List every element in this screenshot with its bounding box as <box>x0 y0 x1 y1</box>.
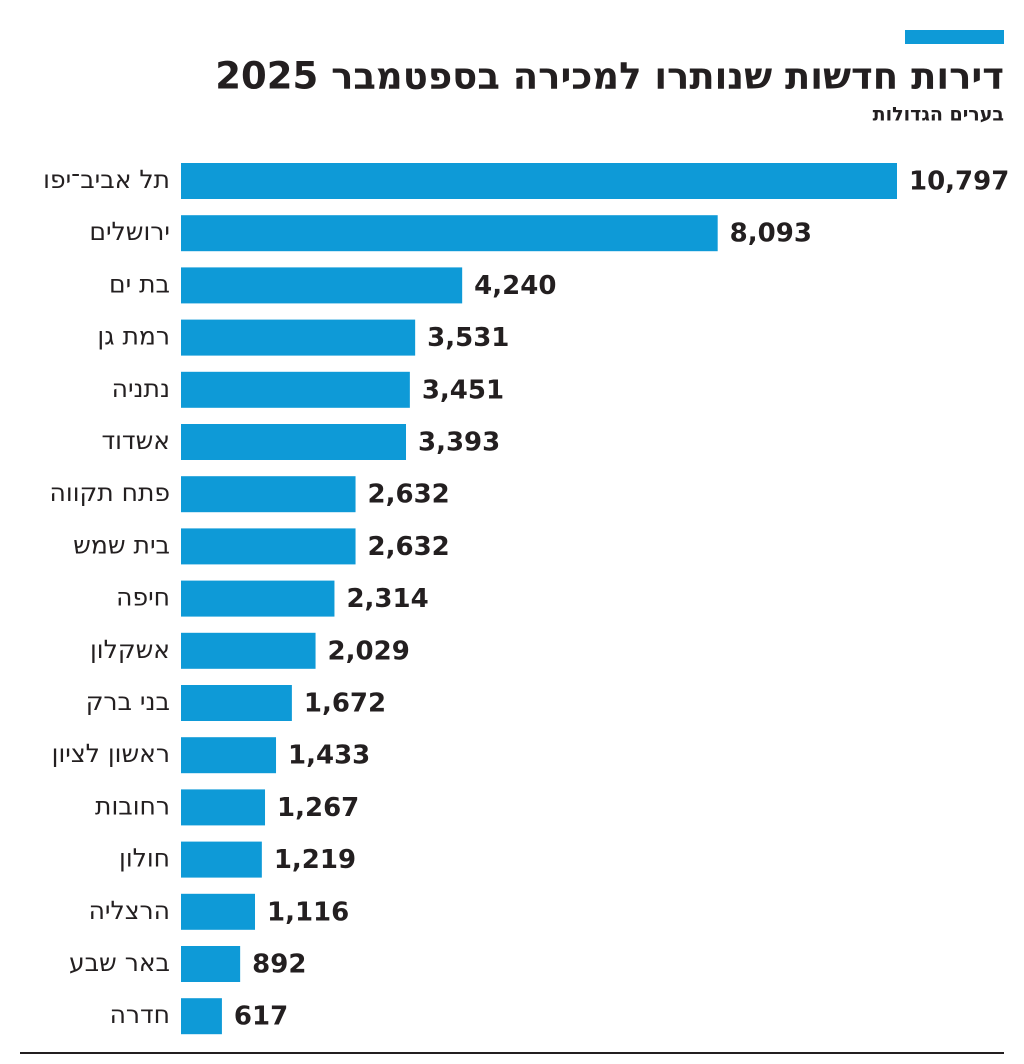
bar <box>181 267 463 304</box>
value-label: 2,314 <box>346 584 428 614</box>
value-label: 3,531 <box>427 323 509 353</box>
bar <box>181 424 407 460</box>
value-label: 1,219 <box>274 845 356 875</box>
bar <box>181 946 241 982</box>
bar <box>181 998 222 1035</box>
bar <box>181 319 416 356</box>
value-label: 4,240 <box>474 271 556 301</box>
category-label: אשקלון <box>90 635 170 664</box>
category-label: חיפה <box>116 583 170 612</box>
value-label: 10,797 <box>909 167 1009 197</box>
category-label: בת ים <box>109 269 170 298</box>
category-label: בית שמש <box>73 530 170 559</box>
category-label: חדרה <box>110 1000 170 1029</box>
bar <box>181 580 335 617</box>
bar <box>181 528 356 565</box>
value-label: 3,393 <box>418 428 500 458</box>
value-label: 2,029 <box>328 636 410 666</box>
category-label: רמת גן <box>97 322 170 351</box>
chart-subtitle: בערים הגדולות <box>873 104 1004 126</box>
value-label: 892 <box>252 950 306 980</box>
bar <box>181 893 256 930</box>
value-label: 1,672 <box>304 689 386 719</box>
category-label: נתניה <box>112 374 170 403</box>
bar <box>181 632 316 669</box>
bar <box>181 685 292 721</box>
bar <box>181 371 410 408</box>
category-label: רחובות <box>95 791 170 820</box>
value-label: 2,632 <box>368 480 450 510</box>
value-label: 617 <box>234 1002 288 1032</box>
value-label: 1,116 <box>267 897 349 927</box>
bar <box>181 841 262 878</box>
category-label: חולון <box>119 844 170 873</box>
accent-bar <box>905 30 1004 44</box>
value-label: 3,451 <box>422 375 504 405</box>
category-label: בני ברק <box>86 687 170 716</box>
value-label: 1,433 <box>288 741 370 771</box>
bar <box>181 476 356 513</box>
value-label: 8,093 <box>730 219 812 249</box>
category-label: אשדוד <box>101 426 170 455</box>
bar <box>181 737 277 774</box>
category-label: הרצליה <box>89 896 170 925</box>
bar <box>181 215 718 252</box>
bar <box>181 789 266 826</box>
value-label: 1,267 <box>277 793 359 823</box>
value-label: 2,632 <box>368 532 450 562</box>
chart-title: דירות חדשות שנותרו למכירה בספטמבר 2025 <box>215 55 1004 98</box>
category-label: באר שבע <box>69 948 170 977</box>
category-label: תל אביב־יפו <box>43 165 170 194</box>
bar <box>181 163 897 199</box>
category-label: ראשון לציון <box>52 739 170 768</box>
category-label: ירושלים <box>89 217 170 246</box>
category-label: פתח תקווה <box>50 478 170 507</box>
